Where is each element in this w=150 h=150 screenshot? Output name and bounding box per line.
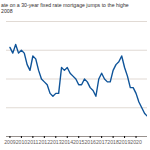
- svg-text:2018: 2018: [107, 139, 119, 145]
- svg-text:2015: 2015: [73, 139, 85, 145]
- svg-text:2010: 2010: [16, 139, 28, 145]
- svg-text:2012: 2012: [39, 139, 51, 145]
- svg-text:2014: 2014: [61, 139, 73, 145]
- svg-text:2020: 2020: [130, 139, 142, 145]
- svg-text:2009: 2009: [4, 139, 16, 145]
- svg-text:2011: 2011: [27, 139, 38, 145]
- html-text:ate on a 30-year fixed rate mo: ate on a 30-year fixed rate mortgage jum…: [1, 2, 129, 15]
- svg-text:2017: 2017: [96, 139, 108, 145]
- svg-text:2016: 2016: [84, 139, 96, 145]
- svg-text:2013: 2013: [50, 139, 62, 145]
- svg-text:2019: 2019: [119, 139, 131, 145]
